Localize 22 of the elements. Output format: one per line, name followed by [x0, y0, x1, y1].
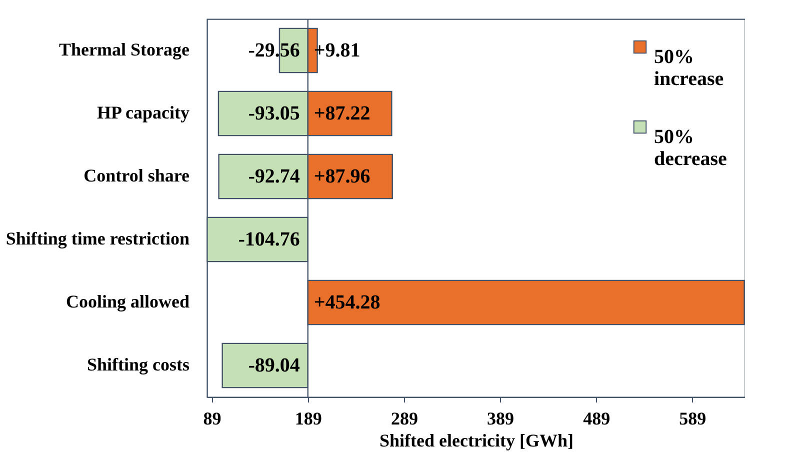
y-tick-label: Shifting time restriction: [6, 228, 190, 248]
y-tick-label: HP capacity: [97, 102, 190, 122]
x-tick-label: 389: [487, 408, 514, 428]
data-label: +87.22: [314, 102, 370, 124]
y-tick-label: Thermal Storage: [59, 40, 190, 60]
data-label: -104.76: [238, 228, 300, 250]
x-tick-label: 289: [390, 408, 418, 428]
x-tick-label: 189: [294, 408, 322, 428]
data-label: +454.28: [314, 292, 380, 314]
x-tick-label: 489: [583, 408, 610, 428]
x-tick-label: 589: [679, 408, 706, 428]
data-label: +87.96: [314, 166, 370, 188]
y-tick-label: Shifting costs: [86, 354, 190, 374]
x-tick-label: 89: [203, 408, 222, 428]
legend-label: 50% increase: [654, 46, 724, 90]
data-label: -93.05: [248, 102, 300, 124]
legend-label: 50% decrease: [654, 126, 728, 170]
y-tick-label: Control share: [84, 166, 190, 186]
x-axis-title: Shifted electricity [GWh]: [380, 430, 574, 450]
data-label: -89.04: [248, 354, 300, 376]
data-label: -92.74: [248, 166, 300, 188]
y-tick-label: Cooling allowed: [66, 292, 190, 312]
